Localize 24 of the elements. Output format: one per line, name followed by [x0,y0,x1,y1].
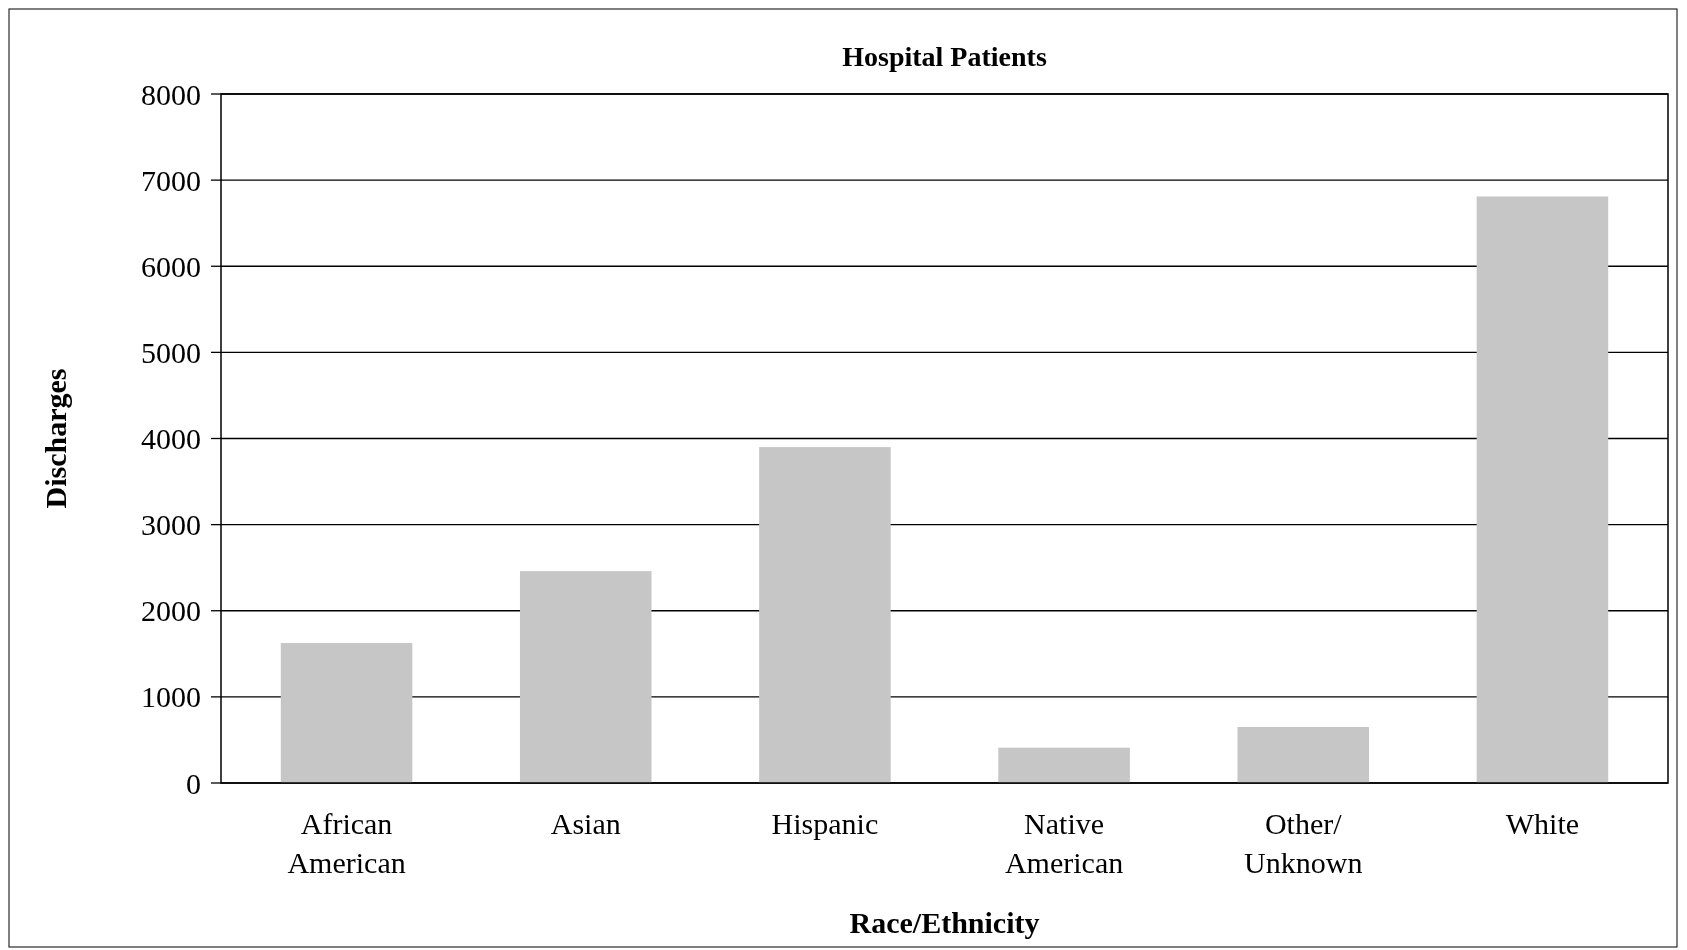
x-tick-label: Other/ Unknown [1244,807,1363,879]
y-tick-label: 7000 [141,163,201,197]
bar [1237,727,1370,783]
y-axis-title: Discharges [39,368,72,509]
x-tick-label: Native American [1004,807,1124,879]
x-axis-title: Race/Ethnicity [849,906,1040,939]
x-tick-label: Asian [550,807,621,840]
x-tick-label: African American [287,807,406,879]
y-tick-label: 5000 [141,335,201,369]
y-tick-label: 4000 [141,422,201,455]
y-tick-label: 1000 [141,680,201,714]
y-tick-label: 2000 [141,594,201,628]
y-tick-label: 0 [186,766,201,800]
y-tick-label: 3000 [141,508,201,542]
bar [280,643,413,783]
bar [759,447,891,783]
y-tick-label: 8000 [141,77,201,111]
bar [1476,196,1609,783]
bar [519,571,652,783]
chart-title: Hospital Patients [842,41,1047,72]
x-tick-label: White [1505,807,1580,840]
bar [998,747,1130,783]
y-tick-label: 6000 [141,249,201,283]
x-tick-label: Hispanic [771,807,879,840]
